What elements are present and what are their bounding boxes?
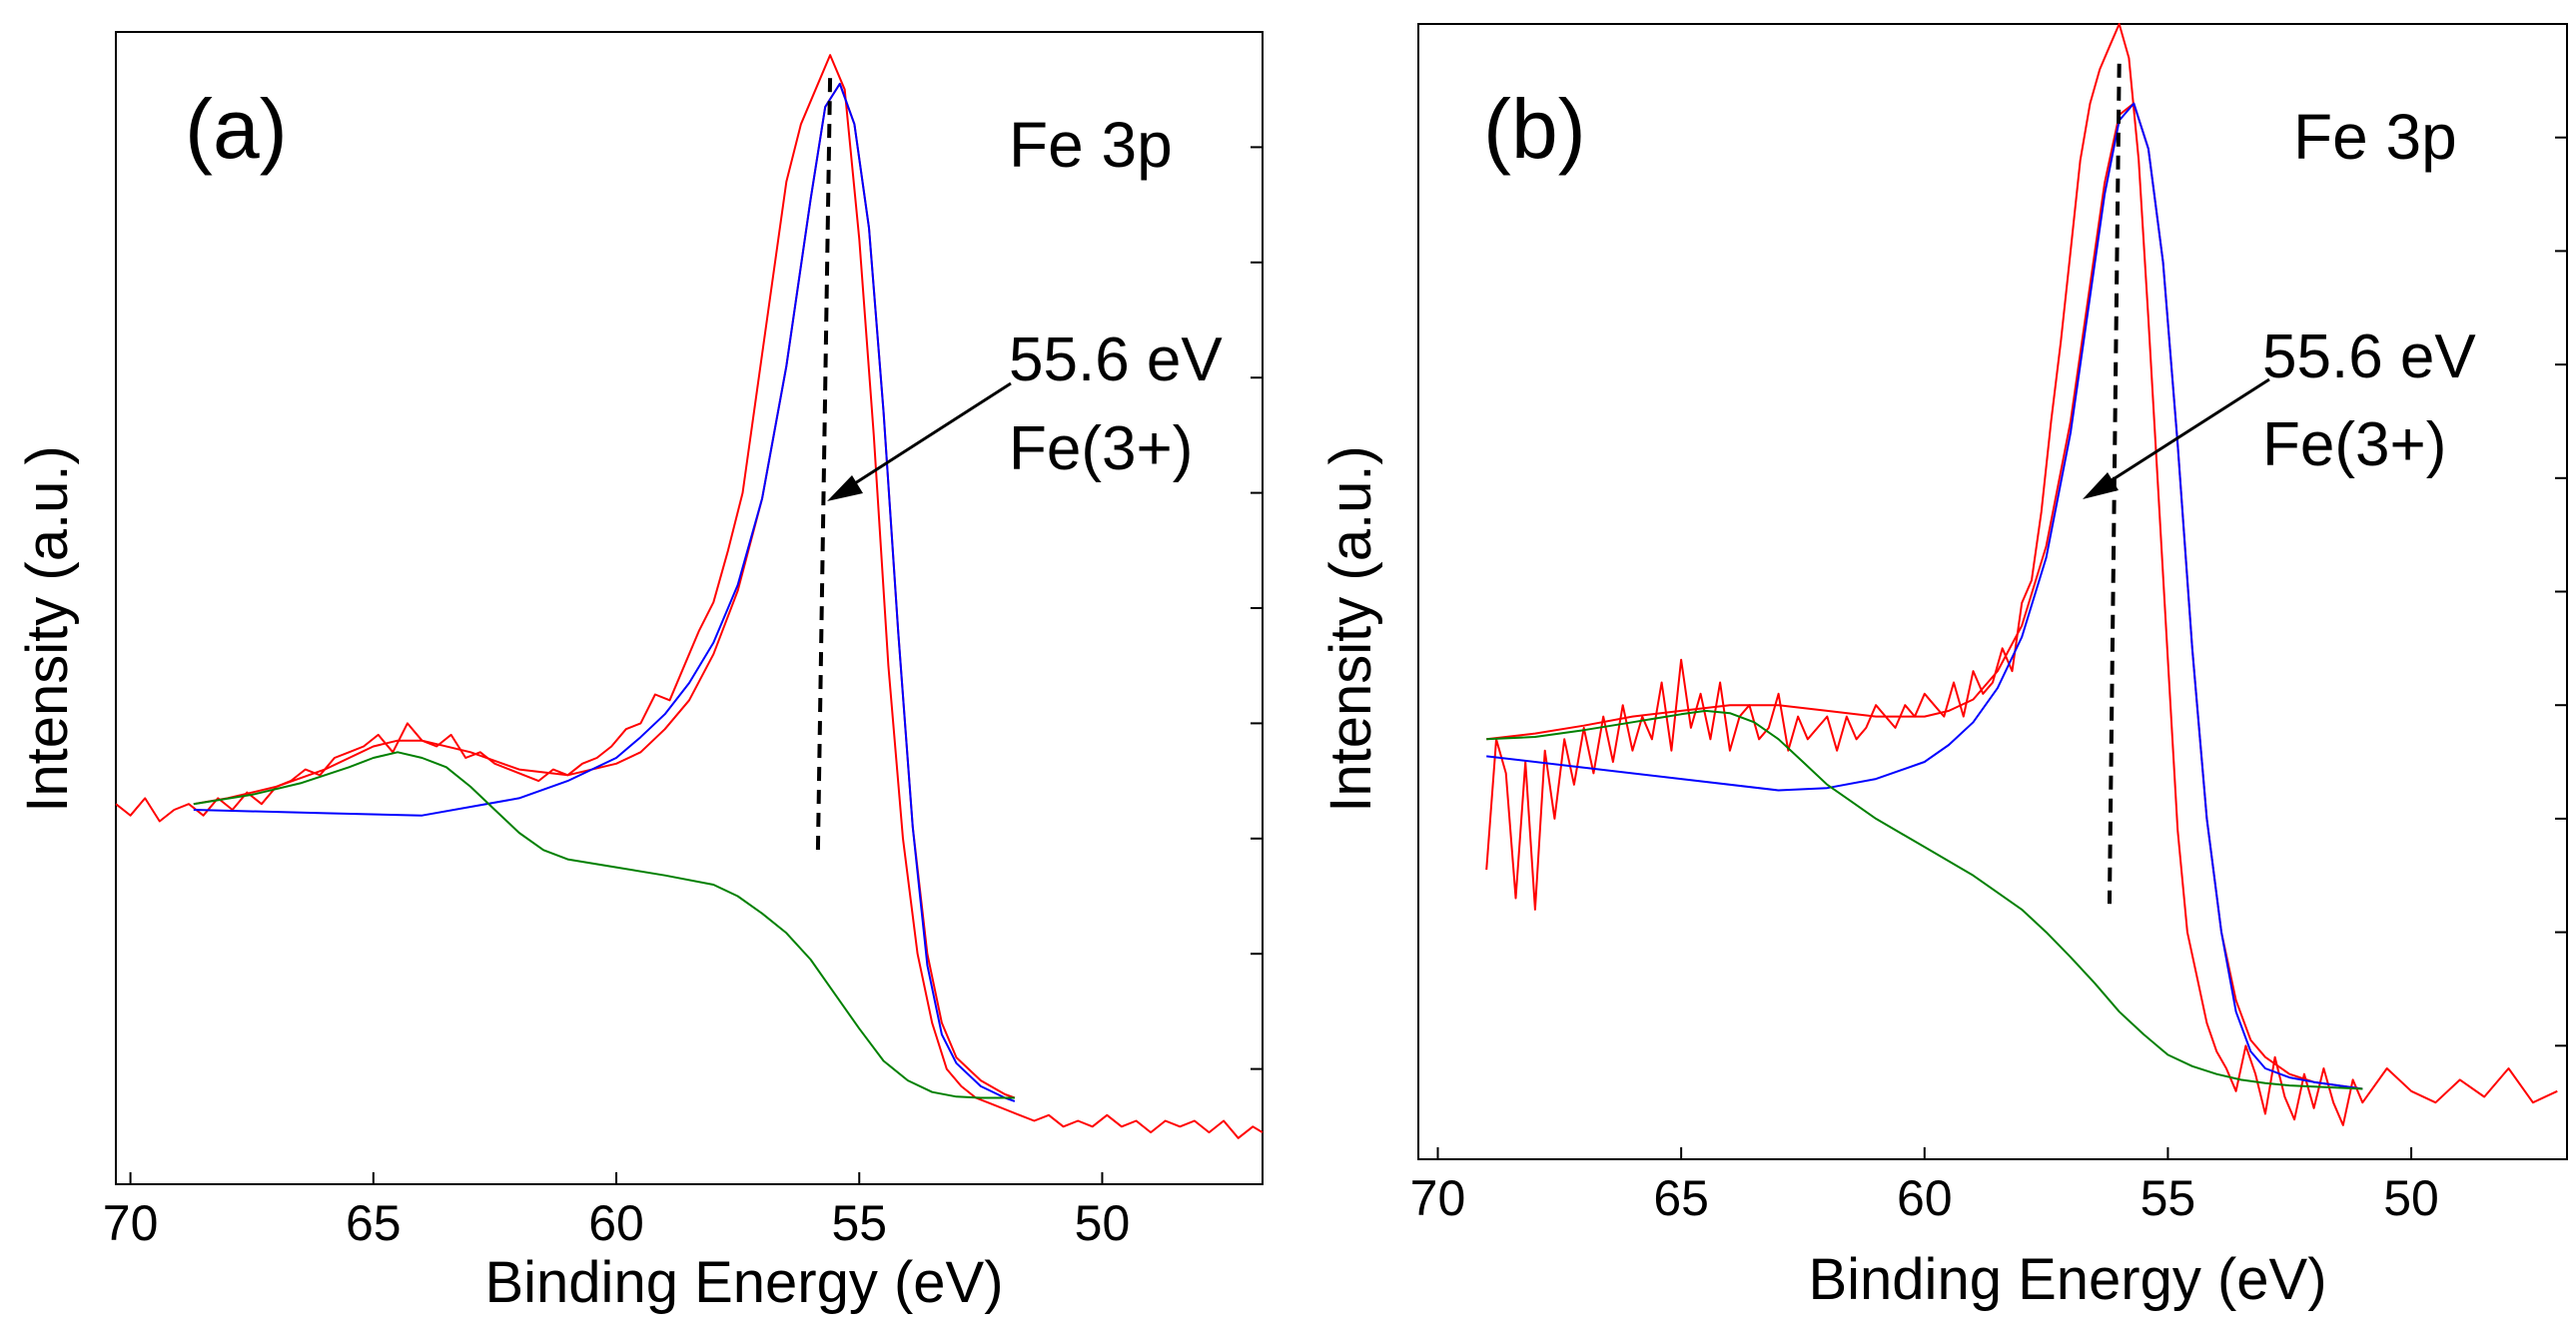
panel-b-label: (b) bbox=[1483, 82, 1586, 176]
x-tick-label-60: 60 bbox=[588, 1195, 644, 1251]
series-fe-3-fit bbox=[1486, 102, 2363, 1090]
panel-a: 70 65 60 55 50 (a) Fe 3p 55.6 eV Fe(3+) Bind… bbox=[15, 31, 1264, 1315]
series-fit-envelope bbox=[193, 82, 1016, 1099]
panel-b-xlabel: Binding Energy (eV) bbox=[1808, 1247, 2326, 1312]
panel-a-series bbox=[115, 54, 1264, 1139]
panel-b-series bbox=[1485, 23, 2558, 1126]
panel-b-annotation-arrow bbox=[2097, 377, 2270, 491]
panel-b-annotation-line-1: 55.6 eV bbox=[2262, 323, 2476, 391]
panel-a-peak-marker-line bbox=[815, 78, 833, 851]
panel-a-x-tick-labels: 70 65 60 55 50 bbox=[103, 1195, 1131, 1251]
panel-b-title: Fe 3p bbox=[2293, 101, 2457, 173]
x-tick-label-70: 70 bbox=[103, 1195, 159, 1251]
series-raw-spectrum bbox=[1485, 23, 2558, 1126]
panel-a-annotation-line-1: 55.6 eV bbox=[1009, 326, 1223, 394]
series-satellite-background bbox=[1486, 709, 2363, 1090]
panel-b: 70 65 60 55 50 (b) Fe 3p 55.6 eV Fe(3+) Bind… bbox=[1318, 23, 2568, 1312]
x-tick-label-55: 55 bbox=[2141, 1170, 2196, 1226]
panel-a-xlabel: Binding Energy (eV) bbox=[484, 1250, 1003, 1315]
series-fe-3-fit bbox=[193, 82, 1016, 1102]
series-fit-envelope bbox=[1486, 102, 2363, 1090]
x-tick-label-65: 65 bbox=[346, 1195, 402, 1251]
panel-b-x-ticks bbox=[1436, 1147, 2413, 1159]
panel-a-label: (a) bbox=[185, 82, 288, 176]
panel-b-ylabel: Intensity (a.u.) bbox=[1318, 445, 1383, 812]
panel-b-annotation-line-2: Fe(3+) bbox=[2262, 410, 2446, 479]
panel-b-x-tick-labels: 70 65 60 55 50 bbox=[1410, 1170, 2439, 1226]
panel-a-ylabel: Intensity (a.u.) bbox=[15, 445, 80, 812]
panel-b-y-ticks bbox=[2555, 136, 2567, 1047]
x-tick-label-50: 50 bbox=[1075, 1195, 1131, 1251]
panel-a-x-ticks bbox=[129, 1172, 1104, 1184]
panel-a-annotation-line-2: Fe(3+) bbox=[1009, 414, 1193, 483]
panel-a-plot-frame bbox=[115, 31, 1264, 1185]
x-tick-label-60: 60 bbox=[1897, 1170, 1953, 1226]
x-tick-label-65: 65 bbox=[1653, 1170, 1709, 1226]
panel-b-plot-frame bbox=[1417, 23, 2568, 1160]
panel-a-title: Fe 3p bbox=[1009, 109, 1173, 181]
panel-a-annotation-arrow bbox=[840, 381, 1012, 494]
panel-a-y-ticks bbox=[1251, 146, 1263, 1070]
x-tick-label-70: 70 bbox=[1410, 1170, 1466, 1226]
series-satellite-background bbox=[193, 751, 1015, 1099]
panel-b-arrowhead bbox=[2083, 472, 2119, 499]
x-tick-label-55: 55 bbox=[831, 1195, 887, 1251]
panel-a-arrowhead bbox=[827, 475, 863, 501]
series-raw-spectrum bbox=[115, 54, 1264, 1139]
x-tick-label-50: 50 bbox=[2383, 1170, 2439, 1226]
